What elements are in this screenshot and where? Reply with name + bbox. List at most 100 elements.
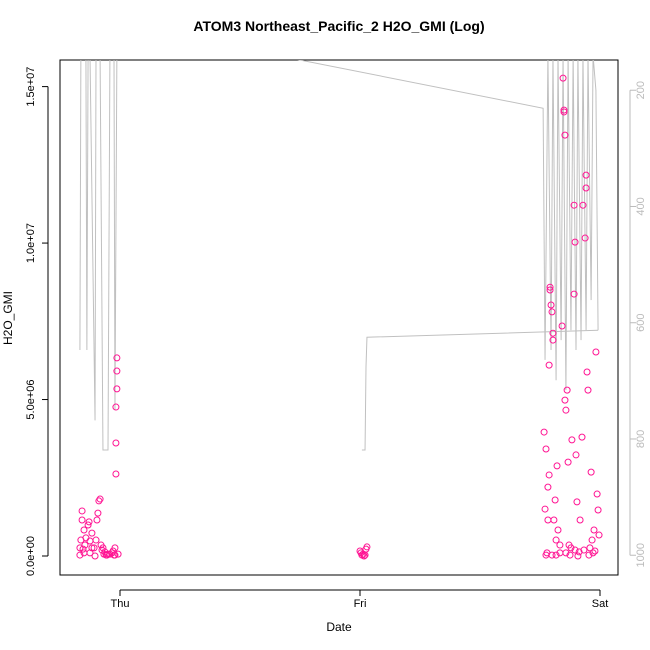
point xyxy=(547,301,555,309)
point xyxy=(570,290,578,298)
point xyxy=(561,396,569,404)
point xyxy=(583,368,591,376)
plot-area xyxy=(76,60,603,560)
point xyxy=(559,74,567,82)
point xyxy=(79,545,87,553)
point xyxy=(78,516,86,524)
point xyxy=(114,550,122,558)
point xyxy=(582,171,590,179)
point xyxy=(590,526,598,534)
point xyxy=(548,308,556,316)
point xyxy=(552,536,560,544)
point xyxy=(102,551,110,559)
point xyxy=(96,495,104,503)
point xyxy=(95,497,103,505)
point xyxy=(80,549,88,557)
point xyxy=(563,386,571,394)
x-tick-label: Fri xyxy=(354,598,367,610)
point xyxy=(542,445,550,453)
point xyxy=(571,238,579,246)
y-tick-label: 5.0e+06 xyxy=(25,379,37,419)
point xyxy=(595,531,603,539)
y-tick-label: 1.5e+07 xyxy=(25,67,37,107)
point xyxy=(564,458,572,466)
y2-tick-label: 400 xyxy=(635,197,647,215)
point xyxy=(113,367,121,375)
point xyxy=(581,234,589,242)
point xyxy=(575,548,583,556)
point xyxy=(86,537,94,545)
point xyxy=(550,516,558,524)
line xyxy=(361,329,599,451)
point xyxy=(81,541,89,549)
point xyxy=(363,543,371,551)
point xyxy=(553,462,561,470)
point xyxy=(582,184,590,192)
point xyxy=(85,518,93,526)
point xyxy=(90,544,98,552)
point xyxy=(113,354,121,362)
point xyxy=(545,361,553,369)
point xyxy=(585,551,593,559)
point xyxy=(112,403,120,411)
point xyxy=(571,546,579,554)
point xyxy=(88,529,96,537)
point xyxy=(111,544,119,552)
point xyxy=(593,490,601,498)
point xyxy=(587,468,595,476)
y-axis-label: H2O_GMI xyxy=(1,291,15,345)
point xyxy=(567,544,575,552)
point xyxy=(361,551,369,559)
point xyxy=(551,496,559,504)
point xyxy=(541,505,549,513)
point xyxy=(592,348,600,356)
point xyxy=(570,201,578,209)
y2-tick-label: 200 xyxy=(635,81,647,99)
point xyxy=(584,386,592,394)
point xyxy=(84,521,92,529)
point xyxy=(568,436,576,444)
point xyxy=(574,552,582,560)
y2-tick-label: 800 xyxy=(635,430,647,448)
point xyxy=(586,544,594,552)
point xyxy=(544,483,552,491)
point xyxy=(92,536,100,544)
point xyxy=(576,516,584,524)
point xyxy=(588,536,596,544)
x-tick-label: Thu xyxy=(111,598,130,610)
point xyxy=(562,406,570,414)
point xyxy=(561,131,569,139)
point xyxy=(573,498,581,506)
point xyxy=(558,322,566,330)
point xyxy=(560,108,568,116)
point xyxy=(546,283,554,291)
point xyxy=(540,428,548,436)
point xyxy=(589,549,597,557)
point xyxy=(111,551,119,559)
y-tick-label: 0.0e+00 xyxy=(25,536,37,576)
point xyxy=(113,385,121,393)
point xyxy=(560,106,568,114)
point xyxy=(580,546,588,554)
point xyxy=(112,439,120,447)
point xyxy=(548,551,556,559)
chart-title: ATOM3 Northeast_Pacific_2 H2O_GMI (Log) xyxy=(193,18,484,34)
point xyxy=(556,541,564,549)
plot-frame xyxy=(59,59,619,576)
point xyxy=(579,201,587,209)
point xyxy=(562,549,570,557)
point xyxy=(93,516,101,524)
point xyxy=(88,544,96,552)
point xyxy=(591,547,599,555)
y-tick-label: 1.0e+07 xyxy=(25,223,37,263)
y2-tick-label: 600 xyxy=(635,314,647,332)
point xyxy=(549,336,557,344)
point xyxy=(78,507,86,515)
point xyxy=(549,329,557,337)
line xyxy=(79,60,599,451)
point xyxy=(552,551,560,559)
point xyxy=(578,433,586,441)
point xyxy=(544,516,552,524)
point xyxy=(80,526,88,534)
